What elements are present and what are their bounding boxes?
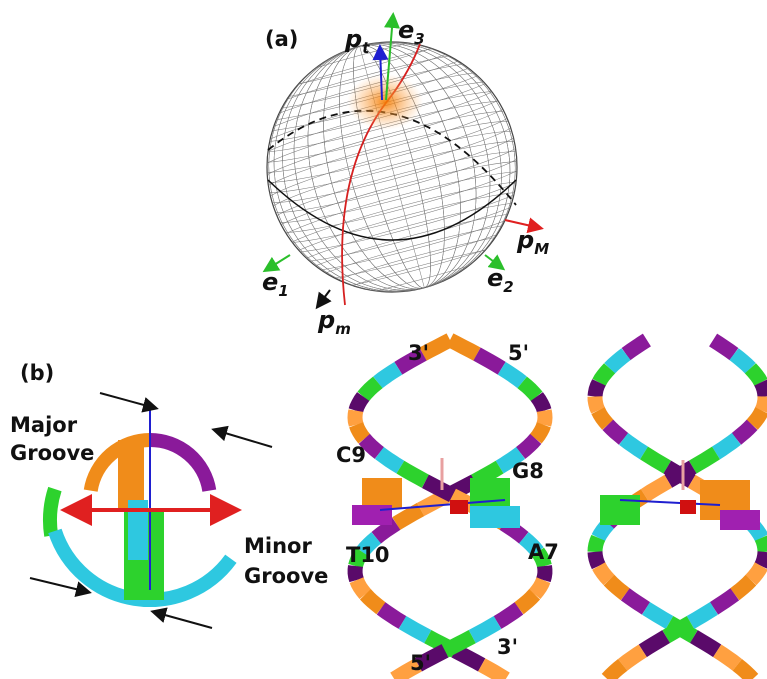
groove-label: Groove [244,564,328,588]
ribbon-segment [595,552,599,566]
ribbon-segment [363,382,378,396]
vector-label: e1 [262,268,289,300]
ribbon-segment [599,368,610,382]
ribbon-segment [502,368,523,382]
ribbon-segment [716,439,736,453]
ribbon-segment [717,651,737,665]
groove-label: Minor [244,534,312,558]
ribbon-segment [595,538,598,552]
vector-label: pM [516,226,549,258]
ribbon-segment [535,580,544,594]
ribbon-segment [644,453,667,467]
ribbon-segment [450,340,477,354]
ribbon-ring [150,440,209,491]
ribbon-segment [623,651,643,665]
vector-label: pm [317,306,351,338]
ribbon-segment [735,580,751,594]
ribbon-segment [645,481,668,495]
strand-end: 5' [508,341,529,365]
strand-end: 5' [410,651,431,675]
ribbon-segment [714,594,735,608]
ribbon-segment [425,481,452,495]
ribbon-segment [762,397,765,411]
panel-label: (b) [20,361,54,385]
ribbon-segment [357,580,366,594]
ribbon-segment [610,354,626,368]
ribbon-segment [364,439,379,453]
ribbon-segment [544,411,545,425]
ribbon-segment [737,665,753,679]
ribbon-segment [694,637,717,651]
base-label: A7 [528,540,559,564]
base-label: T10 [346,543,390,567]
panel-label: (a) [265,27,298,51]
ribbon-segment [376,524,396,538]
ribbon-segment [472,623,497,637]
ribbon-segment [624,439,644,453]
ribbon-segment [536,425,544,439]
strand-end: 3' [408,341,429,365]
ribbon-segment [626,340,647,354]
ribbon-segment [693,453,716,467]
ribbon-segment [521,439,536,453]
ribbon-segment [482,665,506,679]
ribbon-segment [400,467,425,481]
ribbon-segment [595,397,598,411]
ribbon-segment [751,566,761,580]
ribbon-segment [598,524,608,538]
ribbon-segment [750,368,761,382]
ribbon-segment [378,368,399,382]
groove-label: Major [10,413,78,437]
ribbon-segment [625,594,646,608]
ribbon-segment [761,552,765,566]
ribbon-segment [379,453,400,467]
ribbon-segment [761,382,765,396]
vector-label: e2 [487,264,514,296]
ribbon-segment [365,594,381,608]
ribbon-segment [356,425,364,439]
ribbon-segment [543,566,545,580]
ribbon-segment [691,608,715,622]
figure: (a) pt e3 pM e1 e2 pm (b) Major Groove M… [0,0,767,679]
ribbon-segment [445,637,472,651]
ribbon-segment [736,425,752,439]
ribbon-segment [599,566,609,580]
base-label: C9 [336,443,366,467]
ribbon-segment [522,382,537,396]
ribbon-segment [607,665,623,679]
ribbon-segment [609,580,625,594]
ribbon-segment [355,566,357,580]
ribbon-segment [356,397,363,411]
ribbon-segment [762,538,765,552]
strand-end: 3' [497,635,518,659]
ribbon-segment [595,382,599,396]
ribbon-segment [355,411,356,425]
ribbon-segment [519,594,535,608]
base-label: G8 [512,459,544,483]
groove-label: Groove [10,441,94,465]
ribbon-segment [396,510,420,524]
orientation-cloud [347,74,423,130]
ribbon-segment [643,637,666,651]
vector-label: e3 [398,16,425,48]
ribbon-segment [403,623,428,637]
ribbon-segment [477,354,502,368]
ribbon-segment [752,411,762,425]
ribbon-segment [498,608,519,622]
ribbon-segment [713,340,734,354]
ribbon-segment [608,425,624,439]
vector-label: pt [344,25,370,57]
ribbon-segment [381,608,402,622]
ribbon-segment [598,411,608,425]
ribbon-segment [646,608,670,622]
ribbon-segment [537,397,544,411]
ribbon-segment [734,354,750,368]
ribbon-segment [455,651,482,665]
vector-pm [318,290,330,306]
ribbon-ring [50,489,55,535]
